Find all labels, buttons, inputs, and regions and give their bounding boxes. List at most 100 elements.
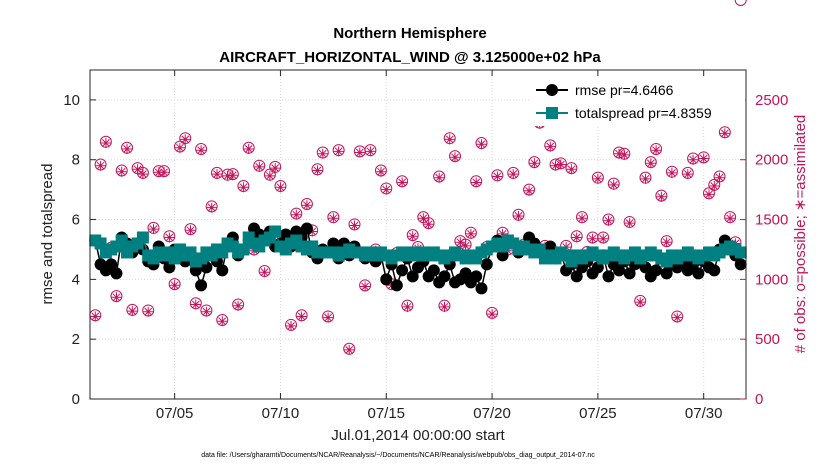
rmse-point — [734, 258, 747, 271]
rmse-point — [195, 279, 208, 292]
obs-assimilated-point — [698, 153, 709, 164]
obs-assimilated-point — [143, 306, 154, 317]
obs-assimilated-point — [666, 167, 677, 178]
obs-assimilated-point — [497, 228, 508, 239]
obs-assimilated-point — [577, 213, 587, 224]
obs-assimilated-point — [127, 306, 138, 317]
obs-assimilated-point — [312, 165, 323, 176]
obs-assimilated-point — [592, 173, 603, 184]
obs-assimilated-point — [365, 146, 376, 157]
obs-assimilated-point — [254, 161, 265, 172]
obs-assimilated-point — [296, 311, 307, 322]
obs-assimilated-point — [376, 166, 386, 177]
obs-assimilated-point — [624, 218, 635, 229]
x-tick-label: 07/20 — [473, 405, 511, 422]
obs-assimilated-point — [598, 233, 609, 244]
obs-assimilated-point — [635, 297, 646, 308]
obs-assimilated-point — [566, 164, 577, 175]
obs-assimilated-point — [555, 159, 566, 170]
obs-assimilated-point — [571, 232, 582, 243]
obs-assimilated-point — [471, 177, 482, 188]
legend-box — [530, 76, 745, 126]
y-tick-label: 8 — [72, 152, 80, 169]
plot-frame — [89, 69, 747, 400]
obs-assimilated-point — [174, 142, 185, 153]
totalspread-point — [136, 231, 149, 244]
obs-assimilated-point — [360, 281, 371, 292]
totalspread-point — [115, 234, 128, 247]
obs-assimilated-point — [344, 344, 355, 355]
obs-assimilated-point — [190, 299, 201, 310]
y2-tick-label: 1500 — [755, 212, 788, 229]
x-axis-label: Jul.01,2014 00:00:00 start — [331, 427, 505, 444]
obs-assimilated-point — [233, 300, 244, 311]
obs-assimilated-point — [465, 228, 476, 239]
obs-assimilated-point — [661, 237, 672, 248]
y2-tick-label: 500 — [755, 331, 780, 348]
obs-assimilated-point — [688, 154, 699, 165]
rmse-point — [613, 264, 626, 277]
obs-assimilated-point — [423, 219, 434, 230]
y2-tick-label: 2000 — [755, 152, 788, 169]
obs-assimilated-point — [651, 145, 662, 156]
x-tick-label: 07/15 — [367, 405, 405, 422]
obs-assimilated-point — [434, 172, 445, 183]
rmse-point — [660, 267, 673, 280]
obs-assimilated-point — [656, 191, 667, 202]
obs-assimilated-point — [402, 301, 413, 312]
rmse-point — [110, 267, 123, 280]
obs-assimilated-point — [159, 167, 170, 178]
rmse-point — [650, 264, 663, 277]
x-tick-label: 07/30 — [685, 405, 723, 422]
obs-assimilated-point — [450, 152, 460, 163]
series-layer — [89, 0, 747, 355]
axis-ticks: 07/05 07/10 07/15 07/20 07/25 07/30 0 2 4 6 8 10 0 50… — [63, 70, 788, 422]
y2-tick-label: 2500 — [755, 92, 788, 109]
obs-assimilated-point — [116, 166, 127, 177]
obs-assimilated-point — [307, 226, 318, 237]
obs-assimilated-point — [349, 220, 360, 231]
rmse-point — [475, 282, 488, 295]
obs-assimilated-point — [323, 312, 334, 323]
obs-assimilated-point — [137, 169, 148, 180]
x-tick-label: 07/25 — [579, 405, 617, 422]
rmse-point — [380, 273, 393, 286]
rmse-point — [216, 264, 229, 277]
obs-assimilated-point — [492, 171, 503, 182]
obs-assimilated-point — [270, 163, 281, 174]
rmse-point — [570, 270, 583, 283]
obs-assimilated-point — [111, 292, 122, 303]
obs-assimilated-point — [354, 147, 365, 158]
rmse-point — [396, 264, 409, 277]
y-tick-label: 10 — [63, 92, 80, 109]
obs-assimilated-point — [682, 169, 693, 180]
data-file-footnote: data file: /Users/gharamti/Documents/NCA… — [201, 452, 595, 459]
obs-assimilated-point — [709, 181, 720, 191]
totalspread-point — [734, 246, 747, 259]
obs-assimilated-point — [407, 231, 418, 242]
obs-assimilated-point — [608, 179, 619, 190]
rmse-point — [427, 264, 440, 277]
obs-assimilated-point — [317, 148, 328, 159]
obs-assimilated-point — [291, 209, 302, 220]
rmse-point — [390, 279, 403, 292]
rmse-point — [470, 270, 483, 283]
totalspread-point — [216, 246, 229, 259]
obs-assimilated-point — [212, 169, 222, 180]
obs-assimilated-point — [381, 184, 392, 195]
obs-possible-point — [734, 0, 747, 6]
totalspread-point — [184, 246, 197, 259]
obs-assimilated-point — [286, 321, 296, 331]
y-tick-label: 0 — [72, 391, 80, 408]
obs-assimilated-point — [524, 185, 535, 196]
y-tick-label: 4 — [72, 271, 80, 288]
obs-assimilated-point — [587, 233, 598, 244]
rmse-point — [480, 258, 493, 271]
totalspread-point — [237, 243, 250, 256]
obs-assimilated-point — [439, 301, 450, 312]
obs-assimilated-point — [180, 134, 191, 145]
obs-assimilated-point — [725, 213, 736, 224]
obs-assimilated-point — [132, 164, 143, 175]
y-tick-label: 2 — [72, 331, 80, 348]
